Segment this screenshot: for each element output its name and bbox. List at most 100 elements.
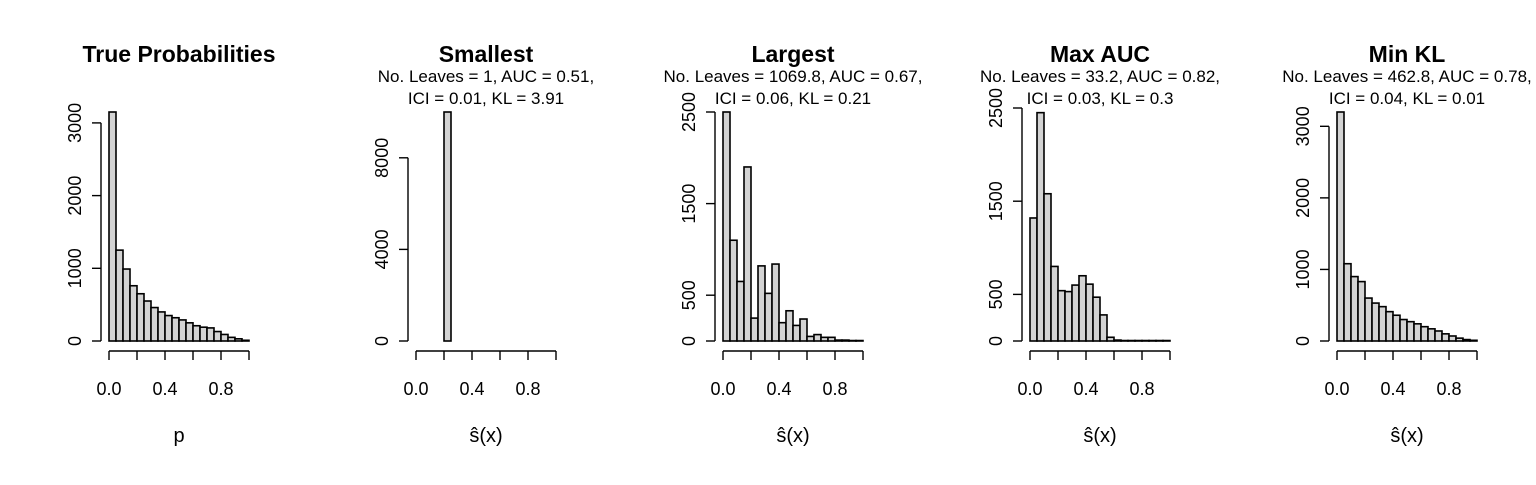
panel-subtitle-line: No. Leaves = 462.8, AUC = 0.78, (1282, 67, 1532, 86)
histogram-bar (1400, 320, 1407, 341)
histogram-bar (186, 323, 193, 341)
histogram-bar (1421, 327, 1428, 341)
histogram-bar (1030, 218, 1037, 341)
y-tick-label: 2500 (679, 92, 699, 132)
histogram-bar (737, 281, 744, 341)
histogram-bar (779, 323, 786, 341)
y-tick-label: 1000 (1293, 249, 1313, 289)
histogram-bar (228, 337, 235, 341)
histogram-bar (1065, 292, 1072, 341)
panel-title: Max AUC (1050, 41, 1150, 67)
histogram-bar (214, 332, 221, 341)
x-axis-label: ŝ(x) (776, 425, 809, 447)
histogram-bar (1344, 264, 1351, 341)
histogram-bar (1079, 276, 1086, 341)
histogram-bar (1114, 340, 1121, 341)
histogram-bar (158, 312, 165, 341)
panel-subtitle-line: ICI = 0.01, KL = 3.91 (408, 89, 564, 108)
y-tick-label: 3000 (65, 103, 85, 143)
histogram-bar (200, 327, 207, 341)
histogram-bar (221, 334, 228, 341)
x-tick-label: 0.0 (403, 379, 428, 399)
histogram-bar (800, 319, 807, 341)
histogram-bar (1365, 298, 1372, 341)
y-tick-label: 0 (1293, 336, 1313, 346)
histogram-bar (1337, 112, 1344, 341)
x-tick-label: 0.8 (822, 379, 847, 399)
histogram-bar (1379, 307, 1386, 341)
x-tick-label: 0.0 (710, 379, 735, 399)
panel-subtitle-line: No. Leaves = 33.2, AUC = 0.82, (980, 67, 1220, 86)
y-tick-label: 0 (372, 336, 392, 346)
x-tick-label: 0.4 (766, 379, 791, 399)
y-tick-label: 500 (986, 279, 1006, 309)
x-tick-label: 0.4 (152, 379, 177, 399)
x-tick-label: 0.8 (1436, 379, 1461, 399)
histogram-bar (1051, 266, 1058, 341)
histogram-bar (1428, 329, 1435, 341)
histogram-bar (1107, 337, 1114, 341)
histogram-bar (1372, 303, 1379, 341)
panel-subtitle-line: ICI = 0.06, KL = 0.21 (715, 89, 871, 108)
y-tick-label: 2000 (1293, 178, 1313, 218)
histogram-bar (1435, 331, 1442, 341)
histogram-bar (835, 340, 842, 341)
panel-title: True Probabilities (83, 41, 276, 67)
panel-subtitle-line: ICI = 0.04, KL = 0.01 (1329, 89, 1485, 108)
x-tick-label: 0.8 (1129, 379, 1154, 399)
histogram-bar (1442, 334, 1449, 341)
x-tick-label: 0.4 (1073, 379, 1098, 399)
histogram-bar (730, 240, 737, 341)
y-tick-label: 2000 (65, 176, 85, 216)
y-tick-label: 8000 (372, 138, 392, 178)
panel-title: Largest (751, 41, 834, 67)
panel-subtitle-line: No. Leaves = 1069.8, AUC = 0.67, (664, 67, 923, 86)
histogram-bar (1093, 297, 1100, 341)
histogram-bar (1037, 113, 1044, 341)
histogram-bar (786, 311, 793, 341)
histogram-bar (1470, 340, 1477, 341)
histogram-bar (151, 308, 158, 341)
histogram-bar (444, 112, 451, 341)
histogram-bar (242, 340, 249, 341)
histogram-bar (772, 264, 779, 341)
x-tick-label: 0.8 (515, 379, 540, 399)
histogram-bar (109, 112, 116, 341)
histogram-bar (723, 112, 730, 341)
histogram-bar (1449, 336, 1456, 341)
x-tick-label: 0.4 (459, 379, 484, 399)
histogram-bar (821, 337, 828, 341)
histogram-bar (1386, 312, 1393, 341)
x-tick-label: 0.0 (96, 379, 121, 399)
histogram-bar (807, 336, 814, 341)
x-tick-label: 0.4 (1380, 379, 1405, 399)
x-axis-label: ŝ(x) (469, 425, 502, 447)
panel-title: Min KL (1369, 41, 1446, 67)
histogram-bar (828, 337, 835, 341)
histogram-bar (1463, 340, 1470, 341)
histogram-bar (744, 167, 751, 341)
x-tick-label: 0.0 (1017, 379, 1042, 399)
histogram-bar (1351, 277, 1358, 341)
histogram-bar (793, 325, 800, 341)
histogram-bar (165, 316, 172, 341)
y-tick-label: 2500 (986, 88, 1006, 128)
x-axis-label: ŝ(x) (1083, 425, 1116, 447)
histogram-bar (1086, 284, 1093, 341)
y-tick-label: 3000 (1293, 106, 1313, 146)
histogram-bar (1393, 315, 1400, 341)
histogram-bar (172, 318, 179, 341)
histogram-bar (842, 340, 849, 341)
y-tick-label: 0 (65, 336, 85, 346)
panel-subtitle-line: ICI = 0.03, KL = 0.3 (1027, 89, 1174, 108)
histogram-bar (1358, 282, 1365, 341)
histogram-bar (235, 339, 242, 341)
y-tick-label: 0 (986, 336, 1006, 346)
histogram-bar (1100, 315, 1107, 341)
histogram-bar (1456, 338, 1463, 341)
histogram-bar (765, 293, 772, 341)
